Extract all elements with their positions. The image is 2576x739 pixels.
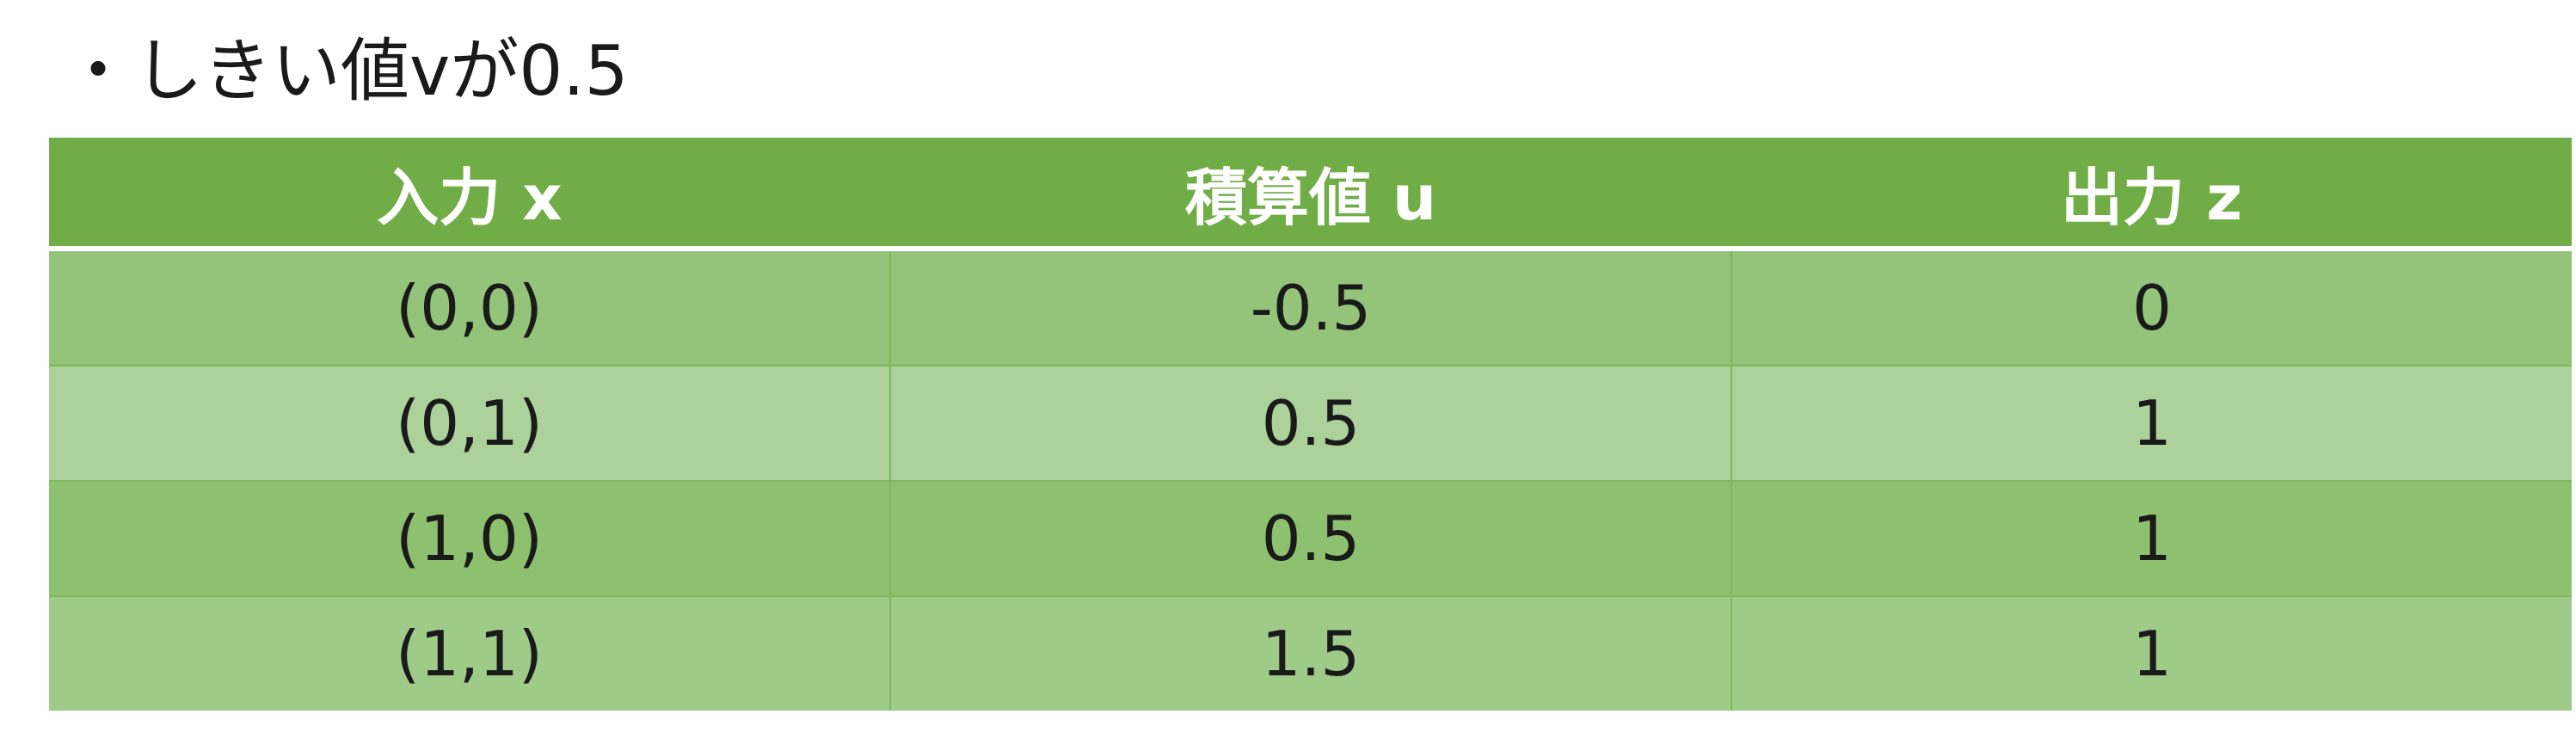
- cell-sum: 1.5: [889, 595, 1732, 711]
- threshold-heading: ・しきい値vが0.5: [52, 24, 629, 119]
- table-row: (1,1) 1.5 1: [49, 595, 2572, 711]
- header-input-x: 入力 x: [49, 138, 890, 251]
- heading-text: しきい値vが0.5: [134, 31, 629, 111]
- cell-input: (1,1): [49, 595, 891, 711]
- cell-output: 1: [1731, 365, 2572, 481]
- bullet-mark: ・: [64, 31, 132, 111]
- cell-sum: -0.5: [889, 248, 1732, 366]
- cell-output: 1: [1731, 480, 2572, 596]
- header-sum-u: 積算値 u: [890, 138, 1731, 251]
- cell-input: (0,1): [49, 365, 891, 481]
- header-output-z: 出力 z: [1731, 138, 2572, 251]
- cell-output: 0: [1731, 248, 2572, 366]
- cell-input: (1,0): [49, 480, 891, 596]
- cell-sum: 0.5: [889, 365, 1732, 481]
- truth-table: 入力 x 積算値 u 出力 z (0,0) -0.5 0 (0,1) 0.5 1…: [49, 138, 2572, 711]
- table-row: (0,1) 0.5 1: [49, 365, 2572, 481]
- table-row: (1,0) 0.5 1: [49, 480, 2572, 596]
- table-header-row: 入力 x 積算値 u 出力 z: [49, 138, 2572, 251]
- cell-input: (0,0): [49, 248, 891, 366]
- cell-sum: 0.5: [889, 480, 1732, 596]
- table-row: (0,0) -0.5 0: [49, 248, 2572, 366]
- cell-output: 1: [1731, 595, 2572, 711]
